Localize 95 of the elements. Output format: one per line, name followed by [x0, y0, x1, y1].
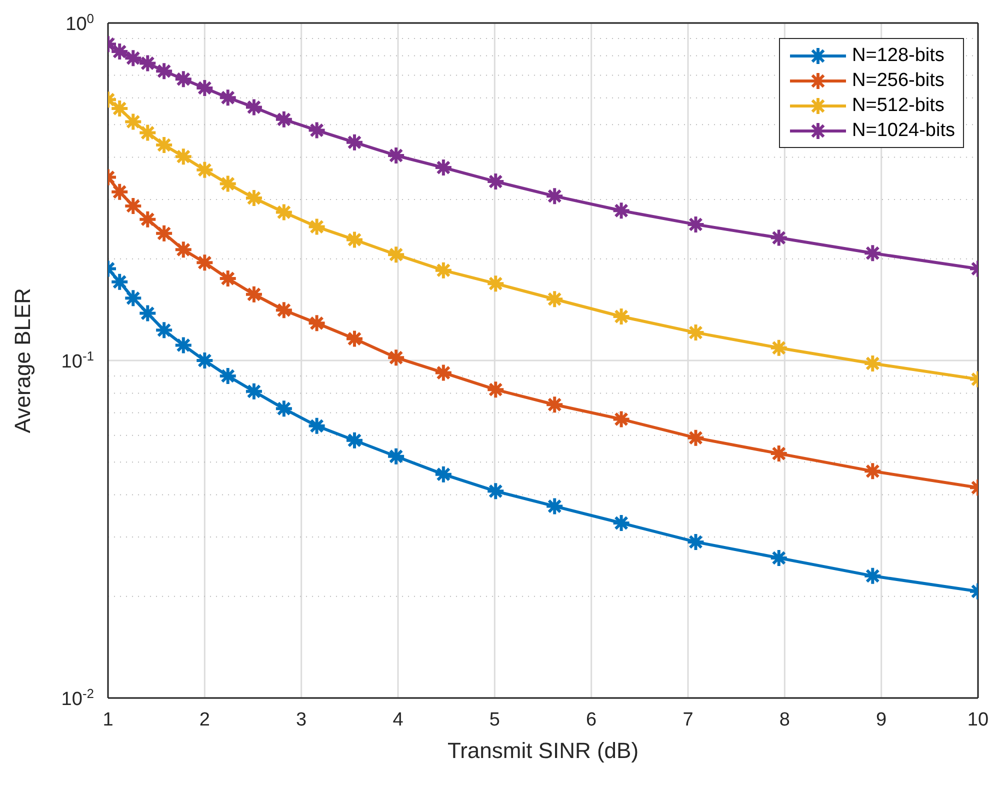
point	[195, 160, 214, 180]
point	[307, 217, 326, 236]
y-tick-label: 10$^{-1}$	[61, 348, 94, 372]
point	[612, 307, 631, 326]
point	[386, 146, 406, 165]
point	[345, 132, 364, 152]
point	[434, 363, 453, 382]
point	[244, 284, 264, 304]
point	[612, 514, 631, 532]
point	[386, 446, 406, 466]
point	[307, 314, 326, 333]
point	[545, 395, 564, 414]
point	[244, 382, 264, 401]
point	[545, 186, 564, 206]
point	[274, 202, 294, 222]
point	[686, 532, 706, 552]
point	[345, 329, 364, 348]
point	[274, 399, 294, 418]
point	[218, 88, 238, 108]
point	[545, 496, 564, 516]
point	[434, 260, 453, 280]
y-axis-title: Average BLER	[10, 288, 35, 434]
point	[124, 112, 143, 132]
point	[174, 70, 193, 89]
point	[434, 158, 453, 178]
point	[612, 410, 631, 429]
point	[686, 428, 706, 448]
point	[307, 120, 326, 140]
point	[174, 147, 193, 166]
point	[154, 224, 174, 243]
point	[686, 214, 706, 234]
legend-label: N=256-bits	[852, 70, 944, 92]
point	[174, 240, 193, 260]
point	[769, 444, 788, 464]
point	[124, 196, 143, 216]
point	[244, 188, 264, 208]
point	[486, 482, 506, 501]
point	[154, 320, 174, 340]
point	[863, 566, 882, 586]
point	[124, 288, 143, 308]
point	[138, 304, 158, 323]
legend-label: N=1024-bits	[852, 120, 955, 142]
legend-label: N=128-bits	[852, 44, 944, 66]
point	[386, 245, 406, 264]
point	[486, 274, 506, 294]
point	[110, 272, 130, 292]
point	[138, 123, 158, 142]
x-tick-label: 2	[199, 709, 210, 730]
point	[174, 336, 193, 355]
point	[345, 430, 364, 450]
point	[154, 62, 174, 81]
point	[218, 268, 238, 288]
y-tick-label: 10$^{-2}$	[61, 686, 94, 710]
point	[307, 416, 326, 436]
legend-label: N=512-bits	[852, 94, 944, 116]
point	[110, 182, 130, 202]
point	[686, 323, 706, 342]
point	[195, 78, 214, 98]
point	[138, 54, 158, 73]
x-tick-label: 9	[876, 709, 887, 730]
x-tick-label: 5	[489, 709, 500, 730]
x-tick-label: 6	[586, 709, 597, 730]
point	[218, 174, 238, 194]
x-tick-label: 7	[682, 709, 694, 730]
point	[863, 354, 882, 373]
point	[769, 338, 788, 358]
point	[218, 366, 238, 386]
point	[612, 201, 631, 220]
point	[124, 48, 143, 68]
point	[769, 228, 788, 248]
x-tick-label: 3	[296, 709, 307, 730]
x-axis-title: Transmit SINR (dB)	[447, 738, 639, 763]
point	[863, 462, 882, 481]
point	[110, 42, 130, 62]
point	[138, 210, 158, 229]
point	[345, 230, 364, 250]
x-tick-label: 1	[102, 709, 114, 730]
point	[195, 253, 214, 272]
point	[154, 136, 174, 155]
point	[244, 98, 264, 117]
point	[110, 99, 130, 118]
point	[195, 351, 214, 370]
point	[386, 348, 406, 368]
point	[274, 110, 294, 129]
point	[486, 172, 506, 192]
point	[863, 244, 882, 263]
x-tick-label: 8	[779, 709, 790, 730]
point	[545, 290, 564, 309]
point	[769, 548, 788, 568]
point	[486, 380, 506, 400]
point	[434, 464, 453, 484]
x-tick-label: 10	[967, 709, 989, 730]
y-tick-label: 10$^{0}$	[66, 10, 94, 35]
point	[274, 300, 294, 320]
x-tick-label: 4	[392, 709, 404, 730]
